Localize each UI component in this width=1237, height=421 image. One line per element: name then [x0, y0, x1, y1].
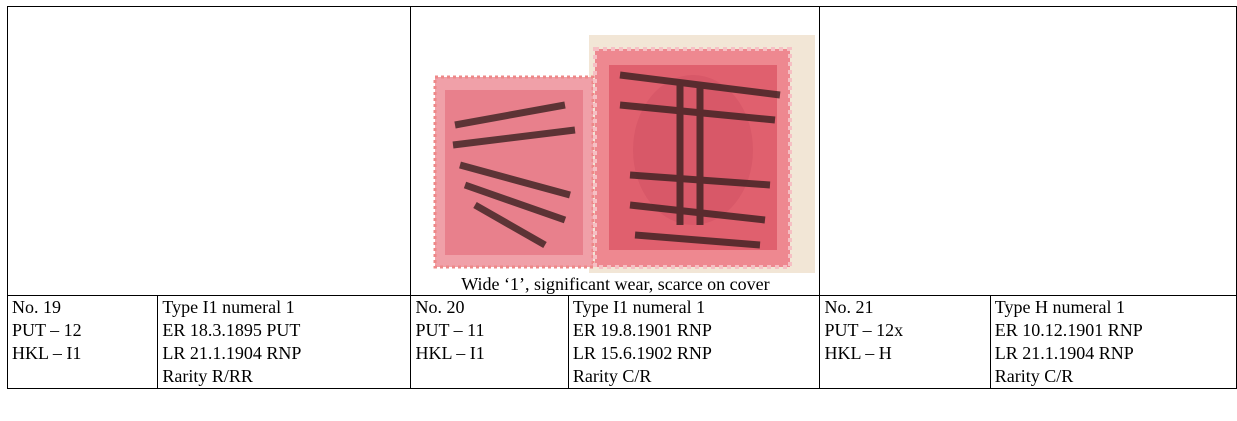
cell: No. 20 PUT – 11 HKL – I1	[410, 295, 569, 389]
cell	[819, 6, 1237, 296]
cell-line: Rarity R/RR	[162, 366, 253, 386]
cell: Wide ‘1’, significant wear, scarce on co…	[410, 6, 821, 296]
cell-line: PUT – 12	[12, 320, 82, 340]
cell-line: No. 20	[415, 297, 465, 317]
info-row: No. 19 PUT – 12 HKL – I1 Type I1 numeral 1 E…	[6, 295, 1237, 389]
caption: Wide ‘1’, significant wear, scarce on co…	[461, 274, 770, 294]
cell-line: No. 21	[824, 297, 874, 317]
stamp-table: Wide ‘1’, significant wear, scarce on co…	[6, 6, 1237, 389]
cell-line: Rarity C/R	[994, 366, 1074, 386]
cell-line: ER 19.8.1901 RNP	[572, 320, 712, 340]
cell-line: LR 21.1.1904 RNP	[162, 343, 302, 363]
cell-line: No. 19	[12, 297, 61, 317]
cell-line: ER 18.3.1895 PUT	[162, 320, 301, 340]
cell: No. 19 PUT – 12 HKL – I1	[6, 295, 159, 389]
cell: No. 21 PUT – 12x HKL – H	[819, 295, 991, 389]
cell-line: PUT – 11	[415, 320, 485, 340]
cell-line: LR 15.6.1902 RNP	[572, 343, 712, 363]
cell-line: PUT – 12x	[824, 320, 904, 340]
cell-line: LR 21.1.1904 RNP	[994, 343, 1134, 363]
cell: Type I1 numeral 1 ER 19.8.1901 RNP LR 15.6…	[567, 295, 821, 389]
cell-line: Type H numeral 1	[994, 297, 1125, 317]
cell: Type H numeral 1 ER 10.12.1901 RNP LR 21.1…	[989, 295, 1237, 389]
cell	[6, 6, 412, 296]
image-row: Wide ‘1’, significant wear, scarce on co…	[6, 6, 1237, 296]
cell-line: ER 10.12.1901 RNP	[994, 320, 1143, 340]
cell-line: Type I1 numeral 1	[162, 297, 295, 317]
cell-line: Type I1 numeral 1	[572, 297, 706, 317]
cell-line: Rarity C/R	[572, 366, 652, 386]
cell-line: HKL – H	[824, 343, 892, 363]
cell-line: HKL – I1	[415, 343, 485, 363]
cell-line: HKL – I1	[12, 343, 82, 363]
cell: Type I1 numeral 1 ER 18.3.1895 PUT LR 21.1…	[157, 295, 412, 389]
stamp-image	[433, 35, 816, 273]
